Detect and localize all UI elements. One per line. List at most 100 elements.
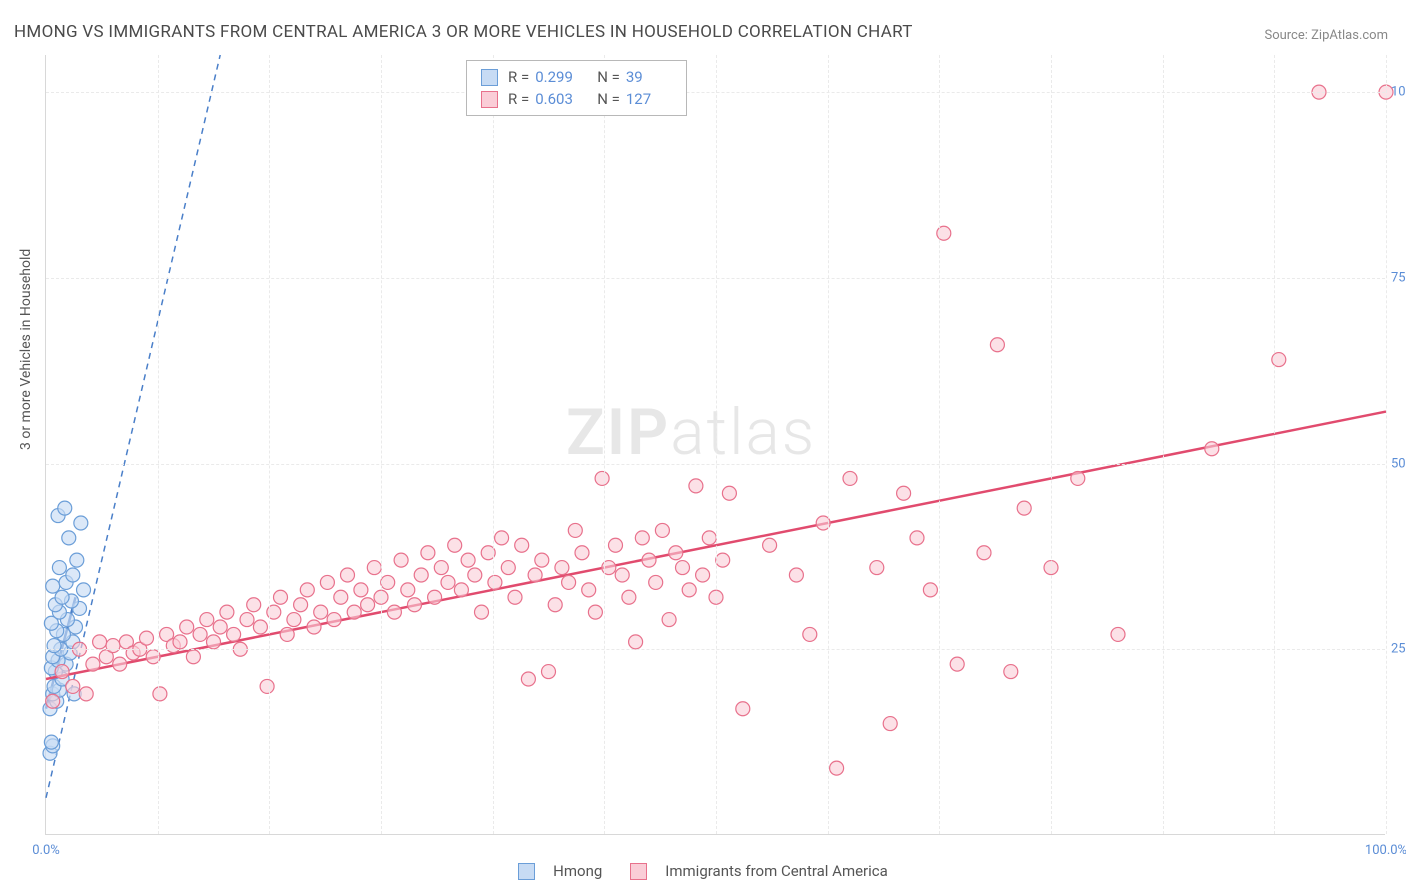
legend-label: Hmong [553, 862, 602, 880]
data-point [58, 501, 72, 515]
data-point [542, 665, 556, 679]
y-axis-label: 3 or more Vehicles in Household [18, 249, 34, 450]
data-point [515, 538, 529, 552]
data-point [428, 590, 442, 604]
data-point [990, 338, 1004, 352]
data-point [294, 598, 308, 612]
data-point [669, 546, 683, 560]
data-point [46, 694, 60, 708]
gridline-v [1386, 55, 1387, 834]
data-point [354, 583, 368, 597]
data-point [716, 553, 730, 567]
x-tick-label: 100.0% [1365, 843, 1406, 858]
legend-swatch [518, 863, 535, 880]
data-point [676, 561, 690, 575]
gridline-v [1163, 55, 1164, 834]
gridline-v [1051, 55, 1052, 834]
gridline-v [381, 55, 382, 834]
gridline-v [716, 55, 717, 834]
data-point [468, 568, 482, 582]
data-point [55, 590, 69, 604]
source-label: Source: ZipAtlas.com [1264, 28, 1388, 43]
x-tick-label: 0.0% [32, 843, 60, 858]
gridline-v [158, 55, 159, 834]
r-value: 0.603 [535, 90, 583, 108]
r-label: R = [508, 68, 529, 86]
data-point [320, 575, 334, 589]
data-point [361, 598, 375, 612]
data-point [843, 471, 857, 485]
series-legend: Hmong Immigrants from Central America [0, 862, 1406, 880]
data-point [501, 561, 515, 575]
data-point [1205, 442, 1219, 456]
data-point [682, 583, 696, 597]
data-point [253, 620, 267, 634]
data-point [62, 531, 76, 545]
legend-swatch [481, 69, 498, 86]
data-point [86, 657, 100, 671]
data-point [461, 553, 475, 567]
data-point [200, 613, 214, 627]
data-point [535, 553, 549, 567]
y-tick-label: 75.0% [1391, 270, 1406, 285]
data-point [307, 620, 321, 634]
data-point [702, 531, 716, 545]
data-point [582, 583, 596, 597]
data-point [79, 687, 93, 701]
data-point [448, 538, 462, 552]
data-point [562, 575, 576, 589]
gridline-v [828, 55, 829, 834]
data-point [977, 546, 991, 560]
chart-container: HMONG VS IMMIGRANTS FROM CENTRAL AMERICA… [0, 0, 1406, 892]
data-point [93, 635, 107, 649]
gridline-v [939, 55, 940, 834]
data-point [247, 598, 261, 612]
data-point [1004, 665, 1018, 679]
data-point [193, 627, 207, 641]
gridline-v [604, 55, 605, 834]
data-point [923, 583, 937, 597]
data-point [763, 538, 777, 552]
data-point [642, 553, 656, 567]
data-point [52, 561, 66, 575]
data-point [394, 553, 408, 567]
data-point [381, 575, 395, 589]
data-point [227, 627, 241, 641]
data-point [662, 613, 676, 627]
data-point [77, 583, 91, 597]
data-point [341, 568, 355, 582]
data-point [629, 635, 643, 649]
data-point [649, 575, 663, 589]
data-point [696, 568, 710, 582]
data-point [830, 761, 844, 775]
data-point [113, 657, 127, 671]
legend-swatch [630, 863, 647, 880]
gridline-v [269, 55, 270, 834]
data-point [508, 590, 522, 604]
legend-swatch [481, 91, 498, 108]
data-point [568, 523, 582, 537]
data-point [153, 687, 167, 701]
chart-title: HMONG VS IMMIGRANTS FROM CENTRAL AMERICA… [14, 22, 913, 42]
data-point [615, 568, 629, 582]
y-tick-label: 50.0% [1391, 456, 1406, 471]
legend-item: Immigrants from Central America [630, 862, 888, 880]
data-point [387, 605, 401, 619]
data-point [140, 631, 154, 645]
gridline-v [493, 55, 494, 834]
data-point [495, 531, 509, 545]
data-point [434, 561, 448, 575]
data-point [408, 598, 422, 612]
data-point [334, 590, 348, 604]
data-point [421, 546, 435, 560]
data-point [70, 553, 84, 567]
data-point [220, 605, 234, 619]
data-point [66, 568, 80, 582]
data-point [260, 679, 274, 693]
n-value: 127 [626, 90, 658, 108]
data-point [47, 639, 61, 653]
data-point [207, 635, 221, 649]
data-point [213, 620, 227, 634]
y-tick-label: 100.0% [1391, 85, 1406, 100]
y-tick-label: 25.0% [1391, 642, 1406, 657]
